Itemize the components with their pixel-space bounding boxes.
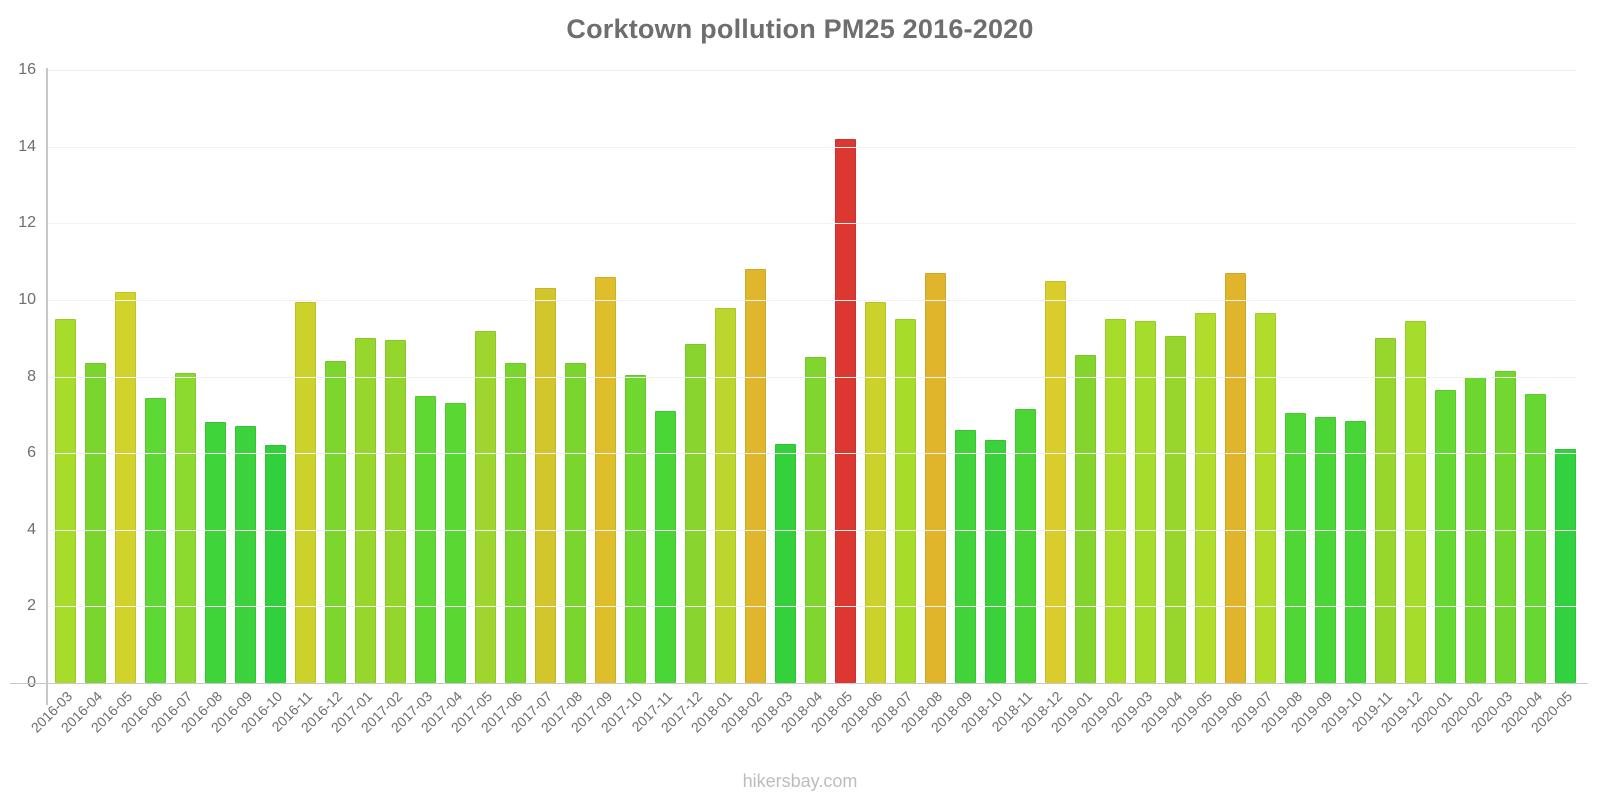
bar[interactable] [624, 374, 646, 683]
bar[interactable] [1554, 449, 1576, 683]
bar[interactable] [114, 292, 136, 683]
gridline [46, 223, 1576, 225]
bar[interactable] [1284, 412, 1306, 683]
bar[interactable] [594, 276, 616, 683]
bar[interactable] [414, 395, 436, 683]
y-axis-tick-label: 10 [18, 290, 36, 308]
y-axis-tick-label: 16 [18, 61, 36, 78]
bar[interactable] [204, 422, 226, 683]
gridline [46, 529, 1576, 531]
bar[interactable] [1314, 416, 1336, 683]
bar[interactable] [504, 363, 526, 683]
bar[interactable] [834, 138, 856, 683]
gridline [46, 453, 1576, 455]
bar[interactable] [1104, 319, 1126, 683]
bar[interactable] [264, 445, 286, 683]
y-axis-tick-label: 8 [27, 367, 36, 385]
gridline [46, 376, 1576, 378]
gridline [46, 70, 1576, 71]
y-axis-tick-label: 0 [0, 674, 36, 692]
bar[interactable] [1164, 336, 1186, 683]
bar[interactable] [1254, 313, 1276, 683]
bar[interactable] [714, 307, 736, 683]
bar[interactable] [774, 443, 796, 683]
chart-title: Corktown pollution PM25 2016-2020 [566, 14, 1034, 44]
bar[interactable] [1074, 355, 1096, 683]
bar[interactable] [354, 338, 376, 683]
bar[interactable] [804, 357, 826, 683]
x-axis-origin-tick [46, 683, 48, 705]
bar[interactable] [1434, 389, 1456, 683]
bar[interactable] [924, 273, 946, 683]
bar[interactable] [444, 403, 466, 683]
y-axis-tick-label: 14 [18, 137, 36, 155]
bar[interactable] [54, 319, 76, 683]
y-axis-tick-label: 6 [27, 444, 36, 462]
bar[interactable] [684, 343, 706, 683]
gridline [46, 146, 1576, 148]
bar[interactable] [144, 397, 166, 683]
bar[interactable] [534, 288, 556, 683]
bar[interactable] [894, 319, 916, 683]
bar[interactable] [984, 439, 1006, 683]
y-axis-line [46, 68, 48, 685]
gridline [46, 299, 1576, 301]
bar[interactable] [294, 301, 316, 683]
bar[interactable] [234, 426, 256, 683]
bar[interactable] [1224, 273, 1246, 683]
bar[interactable] [1404, 320, 1426, 683]
gridline [46, 606, 1576, 608]
bar[interactable] [174, 372, 196, 683]
bar[interactable] [384, 340, 406, 683]
footer-credit: hikersbay.com [742, 771, 858, 791]
bar[interactable] [1524, 393, 1546, 683]
x-axis-line [10, 683, 1588, 684]
bar[interactable] [1044, 280, 1066, 683]
y-axis-tick-label: 2 [27, 597, 36, 615]
y-axis-tick-label: 12 [18, 214, 36, 232]
bar[interactable] [324, 361, 346, 683]
y-axis-tick-label: 4 [27, 520, 36, 538]
bar[interactable] [1374, 338, 1396, 683]
bar[interactable] [84, 363, 106, 683]
bar[interactable] [564, 363, 586, 683]
bar[interactable] [474, 330, 496, 683]
bar[interactable] [954, 430, 976, 683]
bar[interactable] [1344, 420, 1366, 683]
bar[interactable] [1494, 370, 1516, 683]
bar[interactable] [864, 301, 886, 683]
bar[interactable] [744, 269, 766, 683]
plot-area [46, 70, 1576, 683]
bar[interactable] [1134, 320, 1156, 683]
bar[interactable] [1014, 409, 1036, 683]
bar[interactable] [1194, 313, 1216, 683]
bar[interactable] [654, 410, 676, 683]
